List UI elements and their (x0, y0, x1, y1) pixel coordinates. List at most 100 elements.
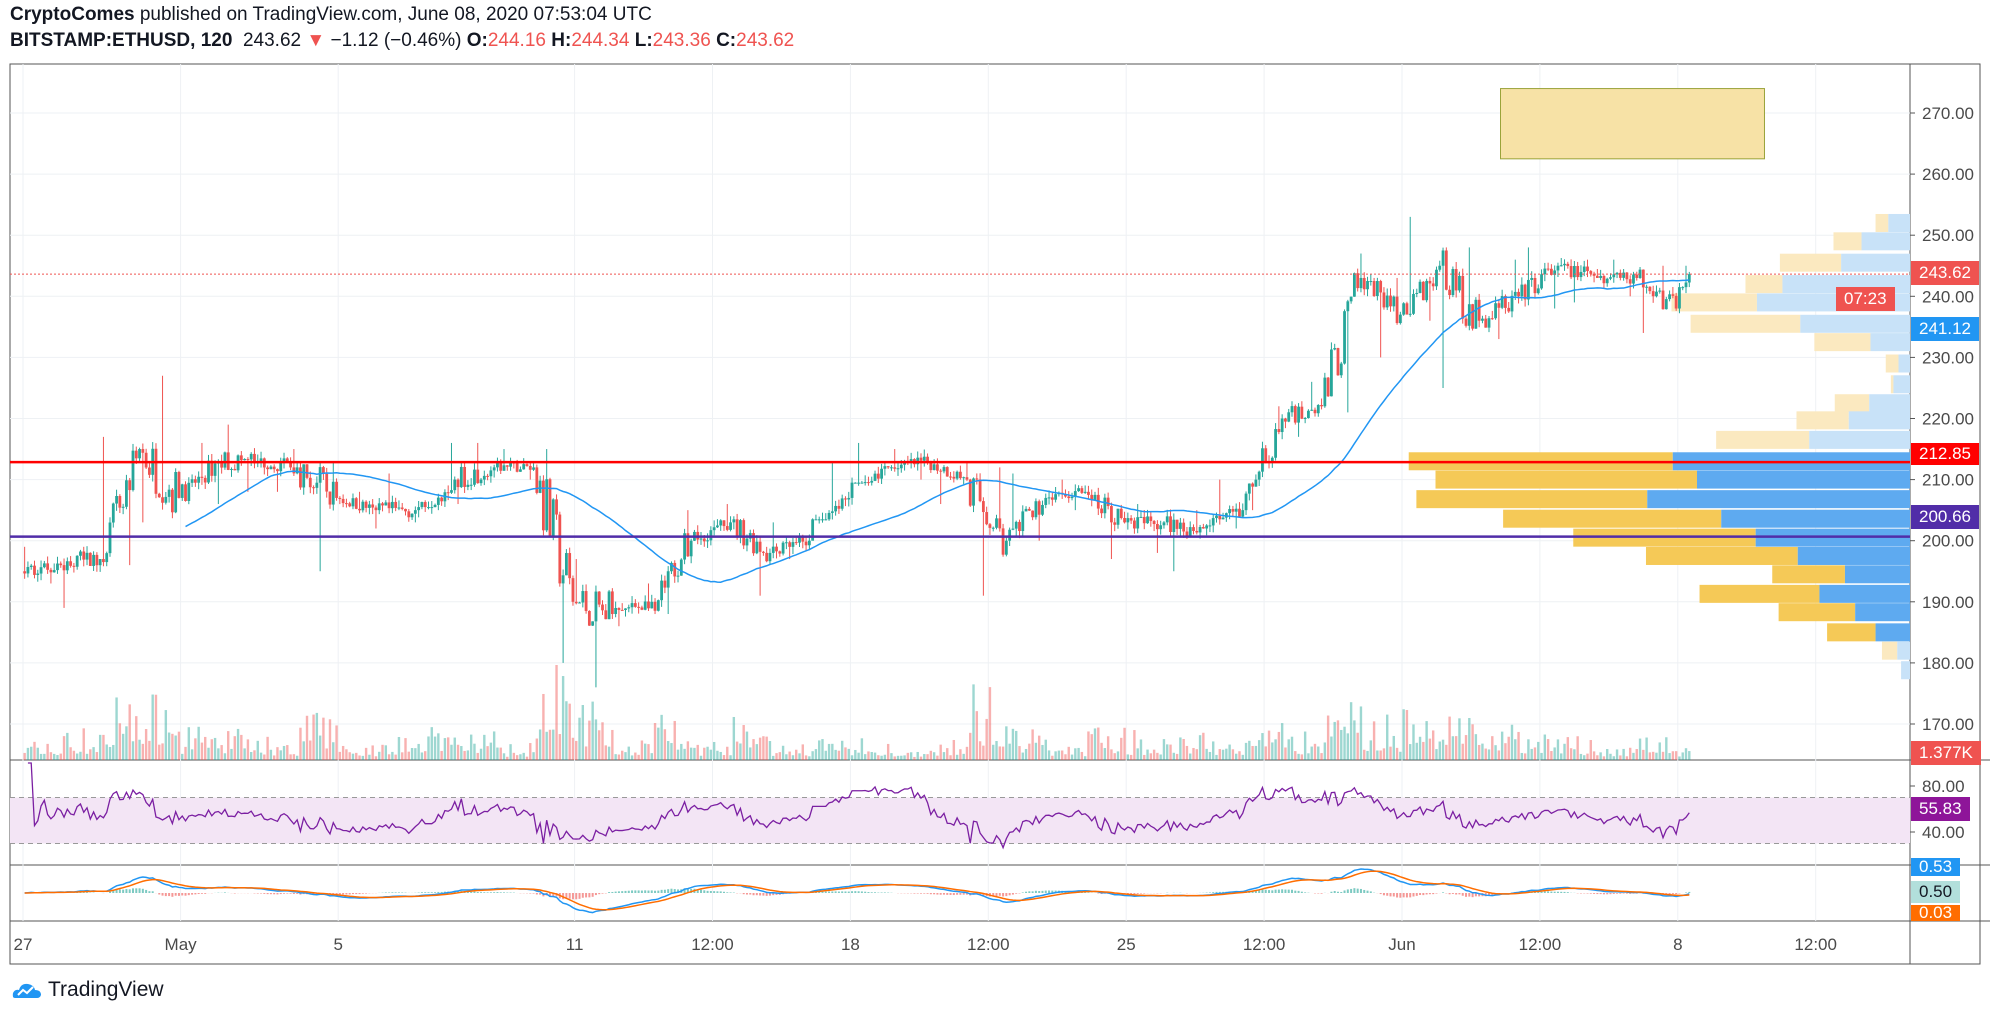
candle-body (824, 519, 828, 521)
macd-histogram-bar (1222, 891, 1225, 893)
macd-histogram-bar (1409, 893, 1412, 898)
x-tick-label: May (165, 935, 198, 954)
candle-body (932, 464, 936, 471)
candle-body (1566, 263, 1570, 267)
low-value: 243.36 (652, 30, 711, 51)
volume-bar (1169, 744, 1172, 760)
volume-bar (332, 742, 335, 760)
volume-profile-up (1848, 411, 1910, 430)
candle-body (88, 552, 92, 566)
candle-body (732, 519, 736, 523)
candle-body (591, 621, 595, 626)
volume-bar (1346, 733, 1350, 760)
candle-body (1366, 281, 1369, 290)
volume-bar (1238, 751, 1241, 760)
candle-body (784, 542, 788, 544)
volume-bar (227, 731, 230, 760)
volume-bar (1152, 749, 1156, 760)
macd-histogram-bar (351, 893, 354, 895)
volume-bar (581, 705, 585, 760)
candle-body (1247, 483, 1251, 494)
volume-bar (1287, 739, 1290, 760)
candle-body (837, 505, 841, 509)
candle-body (1467, 304, 1471, 326)
macd-histogram-bar (503, 892, 506, 893)
volume-bar (772, 755, 775, 760)
volume-bar (886, 743, 890, 760)
macd-histogram-bar (345, 893, 348, 895)
candle-body (689, 540, 693, 557)
volume-bar (72, 750, 76, 760)
volume-bar (873, 752, 877, 760)
candle-body (1277, 429, 1281, 433)
volume-bar (276, 747, 279, 760)
candle-body (98, 559, 102, 566)
volume-bar (1001, 746, 1005, 760)
candle-body (949, 476, 952, 478)
volume-bar (318, 735, 322, 760)
candle-body (1090, 494, 1094, 500)
volume-bar (693, 747, 696, 760)
volume-bar (680, 743, 683, 760)
candle-body (637, 606, 641, 608)
candle-body (36, 573, 40, 575)
macd-histogram-bar (1297, 890, 1300, 893)
volume-bar (1083, 756, 1087, 760)
volume-bar (144, 729, 148, 760)
candle-body (1487, 318, 1491, 328)
candle-body (1681, 287, 1685, 289)
candle-body (1546, 268, 1550, 270)
candle-body (1389, 295, 1392, 307)
candle-body (289, 461, 292, 468)
x-tick-label: Jun (1388, 935, 1415, 954)
volume-profile-down (1690, 314, 1801, 333)
volume-bar (1136, 748, 1139, 760)
macd-histogram-bar (831, 891, 834, 893)
macd-histogram-bar (1291, 889, 1294, 893)
candle-body (154, 448, 158, 494)
high-value: 244.34 (571, 30, 630, 51)
volume-bar (473, 743, 476, 760)
candle-body (299, 467, 302, 488)
macd-histogram-bar (1379, 893, 1382, 895)
candle-body (1116, 508, 1120, 525)
macd-histogram-bar (713, 891, 716, 893)
macd-histogram-bar (269, 893, 272, 895)
volume-bar (909, 752, 913, 760)
macd-histogram-bar (131, 888, 134, 893)
volume-bar (1589, 740, 1592, 760)
volume-bar (1087, 731, 1090, 760)
candle-body (1136, 517, 1140, 529)
candle-body (1402, 303, 1406, 315)
macd-histogram-bar (634, 890, 637, 893)
volume-bar (1185, 745, 1189, 760)
author[interactable]: CryptoComes (10, 4, 135, 25)
macd-histogram-bar (1606, 893, 1609, 895)
macd-histogram-bar (1451, 893, 1454, 894)
volume-bar (821, 739, 824, 760)
volume-bar (1198, 735, 1202, 760)
volume-bar (1359, 706, 1363, 760)
macd-histogram-bar (706, 890, 709, 893)
macd-histogram-bar (118, 889, 121, 893)
macd-histogram-bar (141, 888, 144, 893)
macd-histogram-bar (529, 893, 532, 894)
volume-bar (939, 744, 942, 760)
volume-bar (676, 749, 680, 760)
macd-histogram-bar (1133, 893, 1136, 895)
volume-bar (1382, 748, 1386, 760)
macd-histogram-bar (591, 893, 594, 897)
macd-histogram-bar (361, 893, 364, 894)
volume-bar (52, 753, 56, 760)
volume-bar (1041, 744, 1044, 760)
candle-body (597, 591, 601, 605)
candle-body (847, 497, 851, 500)
volume-bar (1192, 747, 1195, 760)
volume-bar (1024, 748, 1028, 760)
tradingview-logo[interactable]: TradingView (12, 978, 164, 1002)
volume-bar (877, 755, 880, 760)
macd-histogram-bar (115, 889, 118, 893)
candle-body (548, 479, 552, 537)
candle-body (594, 591, 598, 622)
